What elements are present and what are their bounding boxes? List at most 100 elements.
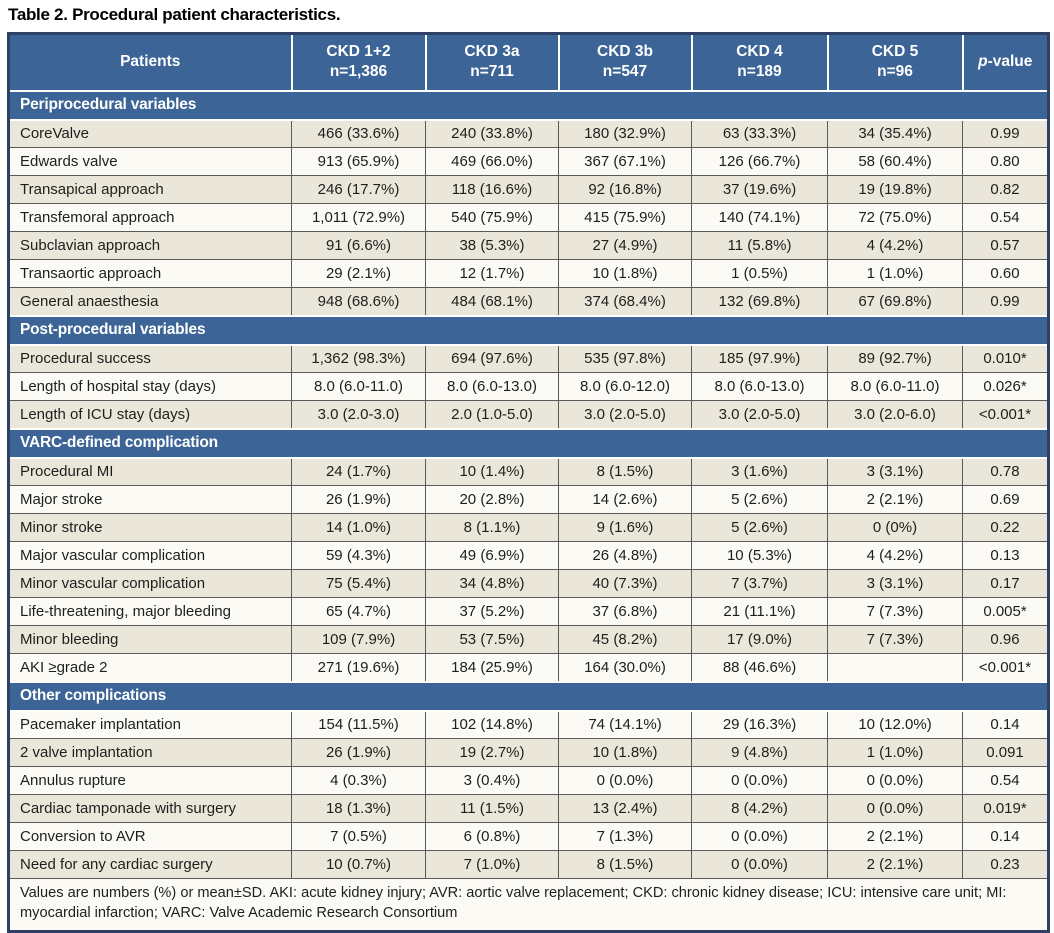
p-value-cell: 0.69 (962, 485, 1049, 514)
value-cell: 26 (1.9%) (291, 738, 426, 767)
p-value-cell: 0.14 (962, 822, 1049, 851)
p-value-cell: <0.001* (962, 400, 1049, 429)
row-label: Need for any cardiac surgery (8, 850, 292, 879)
value-cell: 37 (19.6%) (691, 175, 828, 204)
table-footer: Values are numbers (%) or mean±SD. AKI: … (8, 877, 1049, 932)
value-cell: 0 (0.0%) (827, 766, 963, 795)
value-cell: 2 (2.1%) (827, 822, 963, 851)
p-value-cell: 0.23 (962, 850, 1049, 879)
p-value-cell: 0.78 (962, 457, 1049, 486)
column-header-label: CKD 1+2 (326, 43, 391, 61)
value-cell: 92 (16.8%) (558, 175, 692, 204)
value-cell: 1 (1.0%) (827, 259, 963, 288)
table-row-minor-bleeding: Minor bleeding 109 (7.9%) 53 (7.5%) 45 (8.2… (8, 625, 1049, 654)
value-cell: 2.0 (1.0-5.0) (425, 400, 559, 429)
value-cell: 27 (4.9%) (558, 231, 692, 260)
value-cell: 14 (1.0%) (291, 513, 426, 542)
value-cell: 11 (5.8%) (691, 231, 828, 260)
value-cell: 535 (97.8%) (558, 344, 692, 373)
table-row-annulus-rupture: Annulus rupture 4 (0.3%) 3 (0.4%) 0 (0.0%) 0… (8, 766, 1049, 795)
value-cell: 140 (74.1%) (691, 203, 828, 232)
row-label: General anaesthesia (8, 287, 292, 316)
p-value-cell: 0.99 (962, 119, 1049, 148)
section-row-post-procedural-variables: Post-procedural variables (8, 314, 1049, 346)
value-cell: 19 (19.8%) (827, 175, 963, 204)
row-label: Minor vascular complication (8, 569, 292, 598)
column-header-label: CKD 3a (464, 43, 520, 61)
value-cell: 14 (2.6%) (558, 485, 692, 514)
table-row-life-threatening-major-bleeding: Life-threatening, major bleeding 65 (4.7%… (8, 597, 1049, 626)
row-label: Major stroke (8, 485, 292, 514)
column-header-n: n=1,386 (329, 63, 388, 81)
table-row-length-of-icu-stay-days: Length of ICU stay (days) 3.0 (2.0-3.0) 2.… (8, 400, 1049, 429)
value-cell: 8.0 (6.0-13.0) (691, 372, 828, 401)
table-row-minor-stroke: Minor stroke 14 (1.0%) 8 (1.1%) 9 (1.6%) 5 (… (8, 513, 1049, 542)
p-value-cell: 0.54 (962, 203, 1049, 232)
row-label: Length of hospital stay (days) (8, 372, 292, 401)
table-row-need-for-any-cardiac-surgery: Need for any cardiac surgery 10 (0.7%) 7 (… (8, 850, 1049, 879)
p-italic: p (978, 53, 988, 71)
row-label: AKI ≥grade 2 (8, 653, 292, 682)
value-cell: 484 (68.1%) (425, 287, 559, 316)
value-cell: 8.0 (6.0-11.0) (827, 372, 963, 401)
p-value-cell: 0.80 (962, 147, 1049, 176)
value-cell: 1 (1.0%) (827, 738, 963, 767)
value-cell: 2 (2.1%) (827, 485, 963, 514)
value-cell: 45 (8.2%) (558, 625, 692, 654)
p-value-cell: 0.96 (962, 625, 1049, 654)
value-cell: 74 (14.1%) (558, 710, 692, 739)
value-cell: 415 (75.9%) (558, 203, 692, 232)
footnote-text: Values are numbers (%) or mean±SD. AKI: … (8, 877, 1049, 932)
value-cell: 367 (67.1%) (558, 147, 692, 176)
value-cell: 5 (2.6%) (691, 485, 828, 514)
value-cell: 948 (68.6%) (291, 287, 426, 316)
value-cell: 913 (65.9%) (291, 147, 426, 176)
row-label: Cardiac tamponade with surgery (8, 794, 292, 823)
value-cell: 37 (5.2%) (425, 597, 559, 626)
value-cell: 0 (0.0%) (558, 766, 692, 795)
value-cell: 3 (3.1%) (827, 457, 963, 486)
value-cell: 0 (0.0%) (691, 822, 828, 851)
value-cell: 466 (33.6%) (291, 119, 426, 148)
column-header-ckd-1-2: CKD 1+2 n=1,386 (290, 33, 426, 92)
value-cell: 34 (35.4%) (827, 119, 963, 148)
table-row-transapical-approach: Transapical approach 246 (17.7%) 118 (16.6… (8, 175, 1049, 204)
column-header-ckd-5: CKD 5 n=96 (826, 33, 963, 92)
value-cell: 29 (16.3%) (691, 710, 828, 739)
value-cell: 246 (17.7%) (291, 175, 426, 204)
column-header-ckd-3b: CKD 3b n=547 (557, 33, 692, 92)
section-header-label: Other complications (8, 680, 1049, 712)
column-header-label: CKD 5 (871, 43, 919, 61)
table-row-conversion-to-avr: Conversion to AVR 7 (0.5%) 6 (0.8%) 7 (1.3%… (8, 822, 1049, 851)
column-header-p-value: p-value (961, 33, 1049, 92)
section-header-label: Post-procedural variables (8, 314, 1049, 346)
table-row-subclavian-approach: Subclavian approach 91 (6.6%) 38 (5.3%) 27 … (8, 231, 1049, 260)
value-cell: 88 (46.6%) (691, 653, 828, 682)
p-rest: -value (987, 53, 1033, 71)
value-cell: 49 (6.9%) (425, 541, 559, 570)
p-value-cell: 0.091 (962, 738, 1049, 767)
column-header-label: p-value (978, 53, 1032, 70)
value-cell: 9 (4.8%) (691, 738, 828, 767)
value-cell: 3 (0.4%) (425, 766, 559, 795)
p-value-cell: 0.82 (962, 175, 1049, 204)
row-label: Procedural success (8, 344, 292, 373)
value-cell: 21 (11.1%) (691, 597, 828, 626)
value-cell: 10 (1.8%) (558, 259, 692, 288)
section-row-periprocedural-variables: Periprocedural variables (8, 89, 1049, 121)
value-cell: 1 (0.5%) (691, 259, 828, 288)
table-row-corevalve: CoreValve 466 (33.6%) 240 (33.8%) 180 (32.9… (8, 119, 1049, 148)
value-cell: 11 (1.5%) (425, 794, 559, 823)
table-row-aki-grade-2: AKI ≥grade 2 271 (19.6%) 184 (25.9%) 164 (3… (8, 653, 1049, 682)
table-row-minor-vascular-complication: Minor vascular complication 75 (5.4%) 34 (… (8, 569, 1049, 598)
value-cell: 240 (33.8%) (425, 119, 559, 148)
p-value-cell: 0.13 (962, 541, 1049, 570)
value-cell: 469 (66.0%) (425, 147, 559, 176)
value-cell: 91 (6.6%) (291, 231, 426, 260)
section-header-label: Periprocedural variables (8, 89, 1049, 121)
value-cell: 3.0 (2.0-6.0) (827, 400, 963, 429)
row-label: Transapical approach (8, 175, 292, 204)
row-label: Edwards valve (8, 147, 292, 176)
footnote-row: Values are numbers (%) or mean±SD. AKI: … (8, 877, 1049, 932)
value-cell: 164 (30.0%) (558, 653, 692, 682)
